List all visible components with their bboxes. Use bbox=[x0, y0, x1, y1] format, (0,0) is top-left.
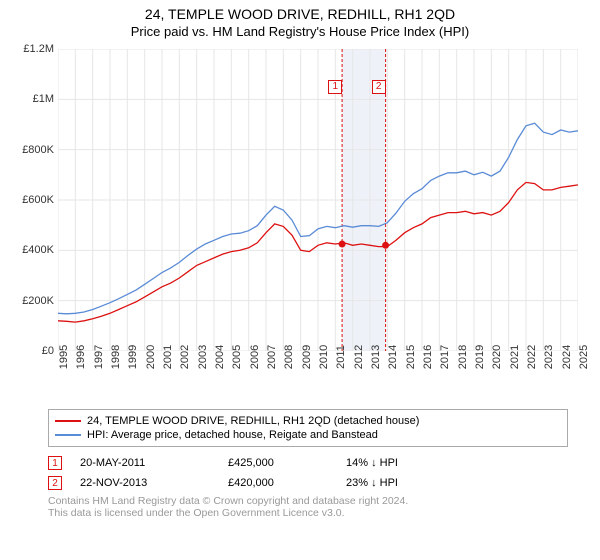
x-tick-label: 2004 bbox=[214, 345, 226, 369]
x-tick-label: 2021 bbox=[509, 345, 521, 369]
plot bbox=[58, 49, 578, 351]
legend-row: 24, TEMPLE WOOD DRIVE, REDHILL, RH1 2QD … bbox=[55, 414, 561, 428]
marker-row: 1 20-MAY-2011 £425,000 14% ↓ HPI bbox=[48, 453, 600, 473]
legend-swatch bbox=[55, 434, 81, 436]
marker-list: 1 20-MAY-2011 £425,000 14% ↓ HPI 2 22-NOV-201… bbox=[48, 453, 600, 493]
marker-price: £420,000 bbox=[228, 477, 328, 489]
legend-label: 24, TEMPLE WOOD DRIVE, REDHILL, RH1 2QD … bbox=[87, 415, 419, 427]
marker-badge: 1 bbox=[48, 456, 62, 470]
x-tick-label: 2008 bbox=[283, 345, 295, 369]
x-tick-label: 2018 bbox=[457, 345, 469, 369]
plot-svg bbox=[58, 49, 578, 351]
x-tick-label: 2007 bbox=[266, 345, 278, 369]
x-tick-label: 1996 bbox=[75, 345, 87, 369]
x-tick-label: 1995 bbox=[58, 345, 70, 369]
legend-row: HPI: Average price, detached house, Reig… bbox=[55, 428, 561, 442]
x-tick-label: 2023 bbox=[543, 345, 555, 369]
x-tick-label: 1998 bbox=[110, 345, 122, 369]
marker-delta: 23% ↓ HPI bbox=[346, 477, 398, 489]
legend: 24, TEMPLE WOOD DRIVE, REDHILL, RH1 2QD … bbox=[48, 409, 568, 447]
y-tick-label: £0 bbox=[10, 345, 54, 357]
x-tick-label: 2020 bbox=[491, 345, 503, 369]
x-tick-label: 2017 bbox=[439, 345, 451, 369]
x-tick-label: 2001 bbox=[162, 345, 174, 369]
x-tick-label: 2014 bbox=[387, 345, 399, 369]
marker-delta: 14% ↓ HPI bbox=[346, 457, 398, 469]
x-tick-label: 2025 bbox=[578, 345, 590, 369]
x-tick-label: 2013 bbox=[370, 345, 382, 369]
chart-area: £0 £200K £400K £600K £800K £1M £1.2M 1995 1996 19… bbox=[10, 45, 590, 405]
y-tick-label: £600K bbox=[10, 194, 54, 206]
x-tick-label: 2015 bbox=[405, 345, 417, 369]
attribution-line: This data is licensed under the Open Gov… bbox=[48, 507, 600, 519]
marker-badge: 2 bbox=[48, 476, 62, 490]
y-tick-label: £1M bbox=[10, 93, 54, 105]
x-tick-label: 2016 bbox=[422, 345, 434, 369]
y-tick-label: £800K bbox=[10, 144, 54, 156]
x-tick-label: 2019 bbox=[474, 345, 486, 369]
y-tick-label: £200K bbox=[10, 295, 54, 307]
x-tick-label: 2005 bbox=[231, 345, 243, 369]
y-tick-label: £400K bbox=[10, 244, 54, 256]
marker-row: 2 22-NOV-2013 £420,000 23% ↓ HPI bbox=[48, 473, 600, 493]
chart-title: 24, TEMPLE WOOD DRIVE, REDHILL, RH1 2QD bbox=[0, 0, 600, 22]
x-tick-label: 2012 bbox=[353, 345, 365, 369]
x-tick-label: 2000 bbox=[145, 345, 157, 369]
legend-swatch bbox=[55, 420, 81, 422]
x-tick-label: 2022 bbox=[526, 345, 538, 369]
x-tick-label: 1999 bbox=[127, 345, 139, 369]
x-tick-label: 2006 bbox=[249, 345, 261, 369]
attribution-line: Contains HM Land Registry data © Crown c… bbox=[48, 495, 600, 507]
x-tick-label: 2009 bbox=[301, 345, 313, 369]
marker-date: 20-MAY-2011 bbox=[80, 457, 210, 469]
chart-marker-badge: 1 bbox=[328, 80, 342, 94]
x-tick-label: 1997 bbox=[93, 345, 105, 369]
marker-date: 22-NOV-2013 bbox=[80, 477, 210, 489]
x-tick-label: 2010 bbox=[318, 345, 330, 369]
chart-marker-badge: 2 bbox=[372, 80, 386, 94]
x-tick-label: 2024 bbox=[561, 345, 573, 369]
marker-price: £425,000 bbox=[228, 457, 328, 469]
y-tick-label: £1.2M bbox=[10, 43, 54, 55]
attribution: Contains HM Land Registry data © Crown c… bbox=[48, 495, 600, 519]
chart-subtitle: Price paid vs. HM Land Registry's House … bbox=[0, 22, 600, 39]
legend-label: HPI: Average price, detached house, Reig… bbox=[87, 429, 378, 441]
x-tick-label: 2003 bbox=[197, 345, 209, 369]
x-tick-label: 2011 bbox=[335, 345, 347, 369]
x-tick-label: 2002 bbox=[179, 345, 191, 369]
